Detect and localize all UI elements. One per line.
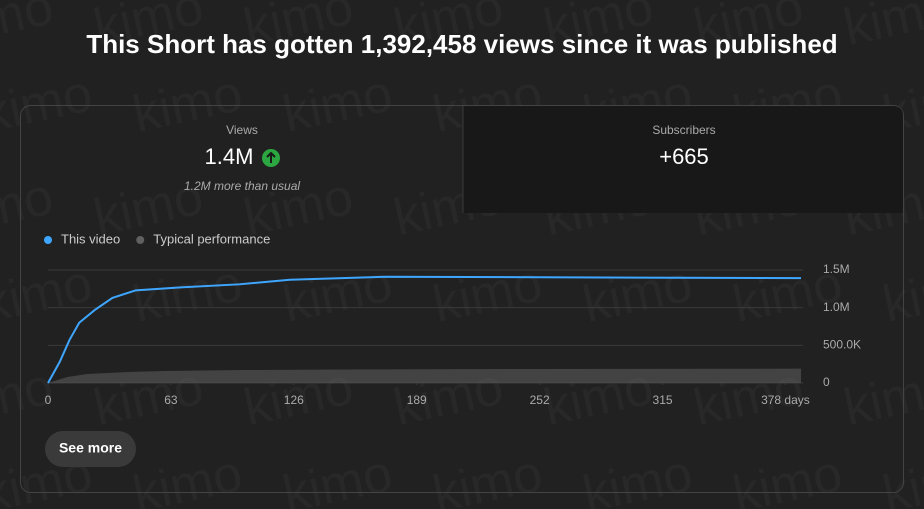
tab-subscribers[interactable] — [463, 106, 903, 213]
y-tick-label: 500.0K — [823, 338, 861, 352]
legend-dot — [44, 236, 52, 244]
y-tick-label: 0 — [823, 375, 830, 389]
tab-label: Views — [226, 123, 258, 137]
tab-note: 1.2M more than usual — [184, 179, 300, 193]
tab-value: 1.4M — [205, 144, 254, 169]
x-tick-label: 126 — [284, 393, 304, 407]
legend-label: This video — [61, 231, 120, 246]
button-label: See more — [59, 440, 122, 456]
series-line — [47, 275, 802, 384]
page-title: This Short has gotten 1,392,458 views si… — [86, 29, 837, 59]
x-tick-label: 315 — [653, 393, 673, 407]
tab-label: Subscribers — [652, 123, 715, 137]
x-tick-label: 252 — [530, 393, 550, 407]
legend-label: Typical performance — [153, 231, 270, 246]
x-tick-label: 63 — [164, 393, 178, 407]
chart: 0 500.0K 1.0M 1.5M 0 63 126 189 252 315 378 days Th… — [44, 231, 861, 407]
card — [20, 105, 904, 493]
typical-area — [48, 368, 802, 383]
x-tick-label: 378 days — [761, 393, 810, 407]
tab-value: +665 — [659, 144, 709, 169]
legend-dot — [136, 236, 145, 244]
y-tick-label: 1.0M — [823, 300, 850, 314]
see-more-button[interactable] — [45, 431, 136, 467]
x-tick-label: 0 — [45, 393, 52, 407]
up-arrow — [266, 151, 276, 163]
y-tick-label: 1.5M — [823, 262, 850, 276]
x-tick-label: 189 — [407, 393, 427, 407]
